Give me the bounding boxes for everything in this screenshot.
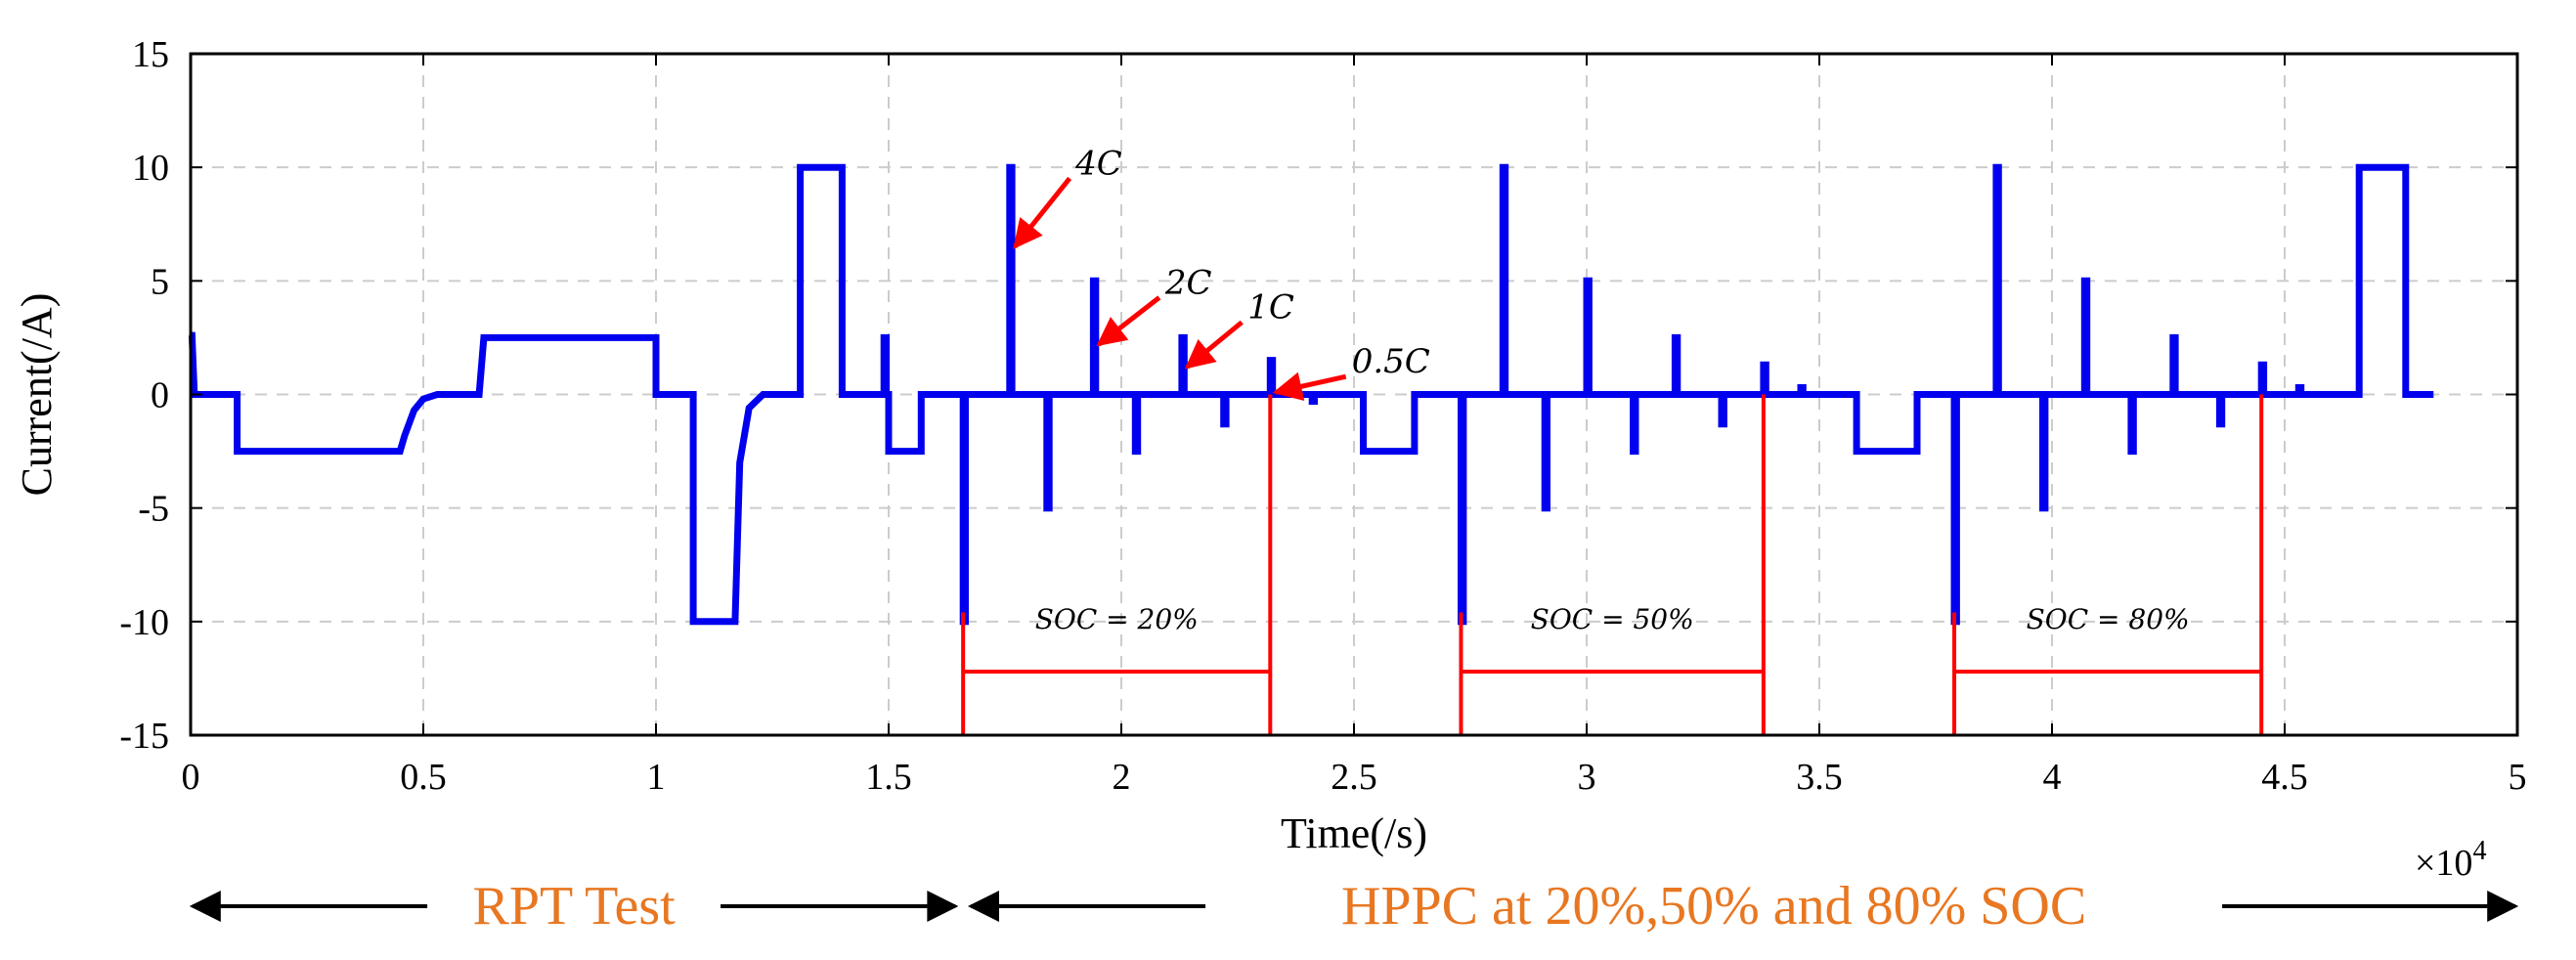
x-tick-label: 3.5 — [1796, 757, 1843, 798]
x-tick-label: 1.5 — [865, 757, 912, 798]
x-axis-label: Time(/s) — [1281, 809, 1427, 857]
y-tick-label: 10 — [132, 148, 169, 189]
x-tick-label: 3 — [1578, 757, 1596, 798]
phase-label-backdrop — [1205, 875, 2223, 938]
y-tick-label: -10 — [119, 602, 169, 643]
y-axis-label: Current(/A) — [13, 293, 61, 497]
x-axis-multiplier-exponent: 4 — [2472, 836, 2486, 866]
x-tick-label: 2.5 — [1331, 757, 1377, 798]
pulse-label: 0.5C — [1352, 342, 1430, 381]
current-series-line — [188, 163, 2434, 626]
pulse-label: 4C — [1074, 144, 1122, 183]
x-axis-multiplier: ×104 — [2415, 836, 2486, 884]
x-tick-label: 4 — [2043, 757, 2062, 798]
pulse-annotation-layer: 4C 2C 1C 0.5C — [1013, 144, 1430, 401]
soc-window-label: SOC = 20% — [1035, 603, 1199, 635]
y-tick-label: 0 — [151, 375, 169, 416]
pulse-label: 1C — [1247, 288, 1294, 327]
y-tick-label: 15 — [132, 34, 169, 75]
y-ticks: 15 10 5 0 -5 -10 -15 — [119, 34, 2517, 757]
x-axis-multiplier-base: ×10 — [2415, 843, 2472, 884]
x-ticks: 0 0.5 1 1.5 2 2.5 3 3.5 4 4.5 5 — [182, 54, 2527, 798]
x-tick-label: 1 — [647, 757, 666, 798]
y-tick-label: 5 — [151, 261, 169, 302]
phase-label-backdrop — [427, 875, 721, 938]
phase-arrows: RPT Test HPPC at 20%,50% and 80% SOC — [189, 875, 2519, 938]
soc-window-label: SOC = 50% — [1531, 603, 1694, 635]
phase-label: HPPC at 20%,50% and 80% SOC — [1341, 876, 2086, 937]
pulse-arrow — [1096, 295, 1161, 347]
x-tick-label: 2 — [1113, 757, 1131, 798]
soc-window-label: SOC = 80% — [2027, 603, 2190, 635]
pulse-arrow — [1184, 320, 1244, 370]
x-tick-label: 5 — [2509, 757, 2527, 798]
pulse-label: 2C — [1164, 263, 1212, 302]
y-tick-label: -5 — [138, 489, 169, 530]
x-tick-label: 0 — [182, 757, 200, 798]
soc-window-layer: SOC = 20% SOC = 50% SOC = 80% — [961, 394, 2264, 735]
phase-label: RPT Test — [472, 876, 676, 937]
x-tick-label: 0.5 — [400, 757, 447, 798]
series-layer — [188, 163, 2434, 626]
pulse-arrow — [1013, 176, 1072, 249]
pulse-arrow — [1272, 371, 1347, 401]
x-tick-label: 4.5 — [2261, 757, 2308, 798]
y-tick-label: -15 — [119, 716, 169, 757]
